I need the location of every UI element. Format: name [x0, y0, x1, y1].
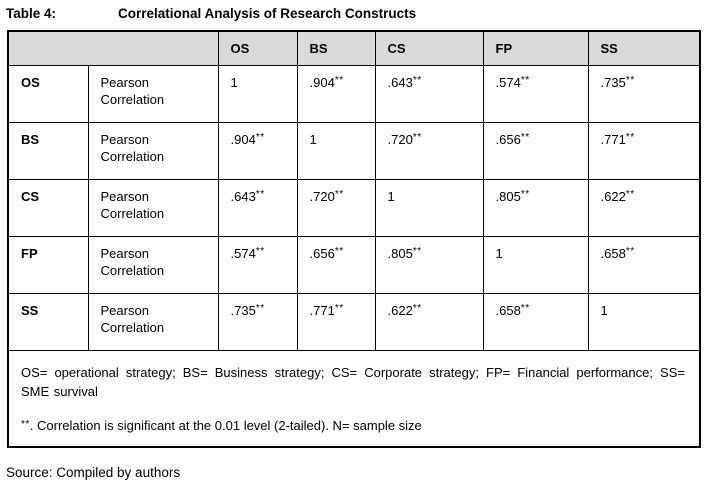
- corr-cell: .735**: [587, 64, 701, 123]
- corr-cell: 1: [217, 64, 298, 123]
- corr-cell: .771**: [296, 292, 376, 351]
- corr-cell: .720**: [296, 178, 376, 237]
- corr-cell: .735**: [217, 292, 298, 351]
- row-stat-cell: Pearson Correlation: [87, 64, 219, 123]
- corr-cell: .622**: [587, 178, 701, 237]
- corr-cell: .622**: [374, 292, 484, 351]
- sig-marker: **: [625, 131, 635, 143]
- corr-cell: .574**: [482, 64, 589, 123]
- corr-cell: .643**: [217, 178, 298, 237]
- row-stat-cell: Pearson Correlation: [87, 121, 219, 180]
- sig-marker: **: [334, 302, 344, 314]
- stat-label: Pearson Correlation: [100, 188, 165, 221]
- corr-cell: .658**: [587, 235, 701, 294]
- source-note: Source: Compiled by authors: [6, 465, 181, 481]
- stat-label: Pearson Correlation: [100, 302, 165, 335]
- sig-marker: **: [334, 188, 344, 200]
- sig-marker: **: [625, 245, 635, 257]
- table-row-cs: CS Pearson Correlation .643** .720** 1 .…: [7, 178, 701, 237]
- table-notes-cell: OS= operational strategy; BS= Business s…: [7, 349, 701, 448]
- sig-marker: **: [625, 188, 635, 200]
- table-row-os: OS Pearson Correlation 1 .904** .643** .…: [7, 64, 701, 123]
- table-row-bs: BS Pearson Correlation .904** 1 .720** .…: [7, 121, 701, 180]
- table-notes-row: OS= operational strategy; BS= Business s…: [7, 349, 701, 448]
- table-row-ss: SS Pearson Correlation .735** .771** .62…: [7, 292, 701, 351]
- corr-cell: 1: [482, 235, 589, 294]
- sig-marker: **: [255, 302, 265, 314]
- row-label: OS: [7, 64, 89, 123]
- corr-cell: .771**: [587, 121, 701, 180]
- table-row-fp: FP Pearson Correlation .574** .656** .80…: [7, 235, 701, 294]
- row-stat-cell: Pearson Correlation: [87, 235, 219, 294]
- header-col-os: OS: [217, 30, 298, 66]
- sig-marker: **: [334, 74, 344, 86]
- correlation-table: OS BS CS FP SS OS Pearson Correlation 1 …: [7, 30, 701, 449]
- corr-cell: .805**: [482, 178, 589, 237]
- abbreviation-note: OS= operational strategy; BS= Business s…: [21, 364, 685, 399]
- header-empty-cell: [7, 30, 219, 66]
- corr-cell: 1: [296, 121, 376, 180]
- sig-marker: **: [412, 302, 422, 314]
- sig-marker: **: [412, 74, 422, 86]
- row-stat-cell: Pearson Correlation: [87, 178, 219, 237]
- sig-marker: **: [520, 302, 530, 314]
- stat-label: Pearson Correlation: [100, 131, 165, 164]
- corr-cell: .904**: [217, 121, 298, 180]
- corr-cell: .805**: [374, 235, 484, 294]
- significance-note: **. Correlation is significant at the 0.…: [21, 418, 422, 434]
- corr-cell: .643**: [374, 64, 484, 123]
- sig-marker: **: [625, 74, 635, 86]
- sig-marker: **: [520, 131, 530, 143]
- header-col-cs: CS: [374, 30, 484, 66]
- header-col-ss: SS: [587, 30, 701, 66]
- corr-cell: 1: [374, 178, 484, 237]
- corr-cell: .574**: [217, 235, 298, 294]
- table-title: Correlational Analysis of Research Const…: [118, 6, 417, 21]
- corr-cell: .656**: [296, 235, 376, 294]
- header-row: OS BS CS FP SS: [7, 30, 701, 66]
- sig-marker: **: [21, 419, 30, 431]
- sig-marker: **: [255, 245, 265, 257]
- stat-label: Pearson Correlation: [100, 245, 165, 278]
- row-label: BS: [7, 121, 89, 180]
- sig-marker: **: [334, 245, 344, 257]
- sig-marker: **: [255, 131, 265, 143]
- corr-cell: .658**: [482, 292, 589, 351]
- table-number: Table 4:: [6, 6, 57, 21]
- sig-marker: **: [520, 74, 530, 86]
- row-stat-cell: Pearson Correlation: [87, 292, 219, 351]
- row-label: SS: [7, 292, 89, 351]
- corr-cell: .904**: [296, 64, 376, 123]
- sig-marker: **: [255, 188, 265, 200]
- corr-cell: .656**: [482, 121, 589, 180]
- corr-cell: .720**: [374, 121, 484, 180]
- sig-marker: **: [520, 188, 530, 200]
- corr-cell: 1: [587, 292, 701, 351]
- header-col-fp: FP: [482, 30, 589, 66]
- table-caption: Table 4: Correlational Analysis of Resea…: [0, 0, 705, 22]
- sig-marker: **: [412, 245, 422, 257]
- sig-marker: **: [412, 131, 422, 143]
- row-label: FP: [7, 235, 89, 294]
- stat-label: Pearson Correlation: [100, 74, 165, 107]
- header-col-bs: BS: [296, 30, 376, 66]
- row-label: CS: [7, 178, 89, 237]
